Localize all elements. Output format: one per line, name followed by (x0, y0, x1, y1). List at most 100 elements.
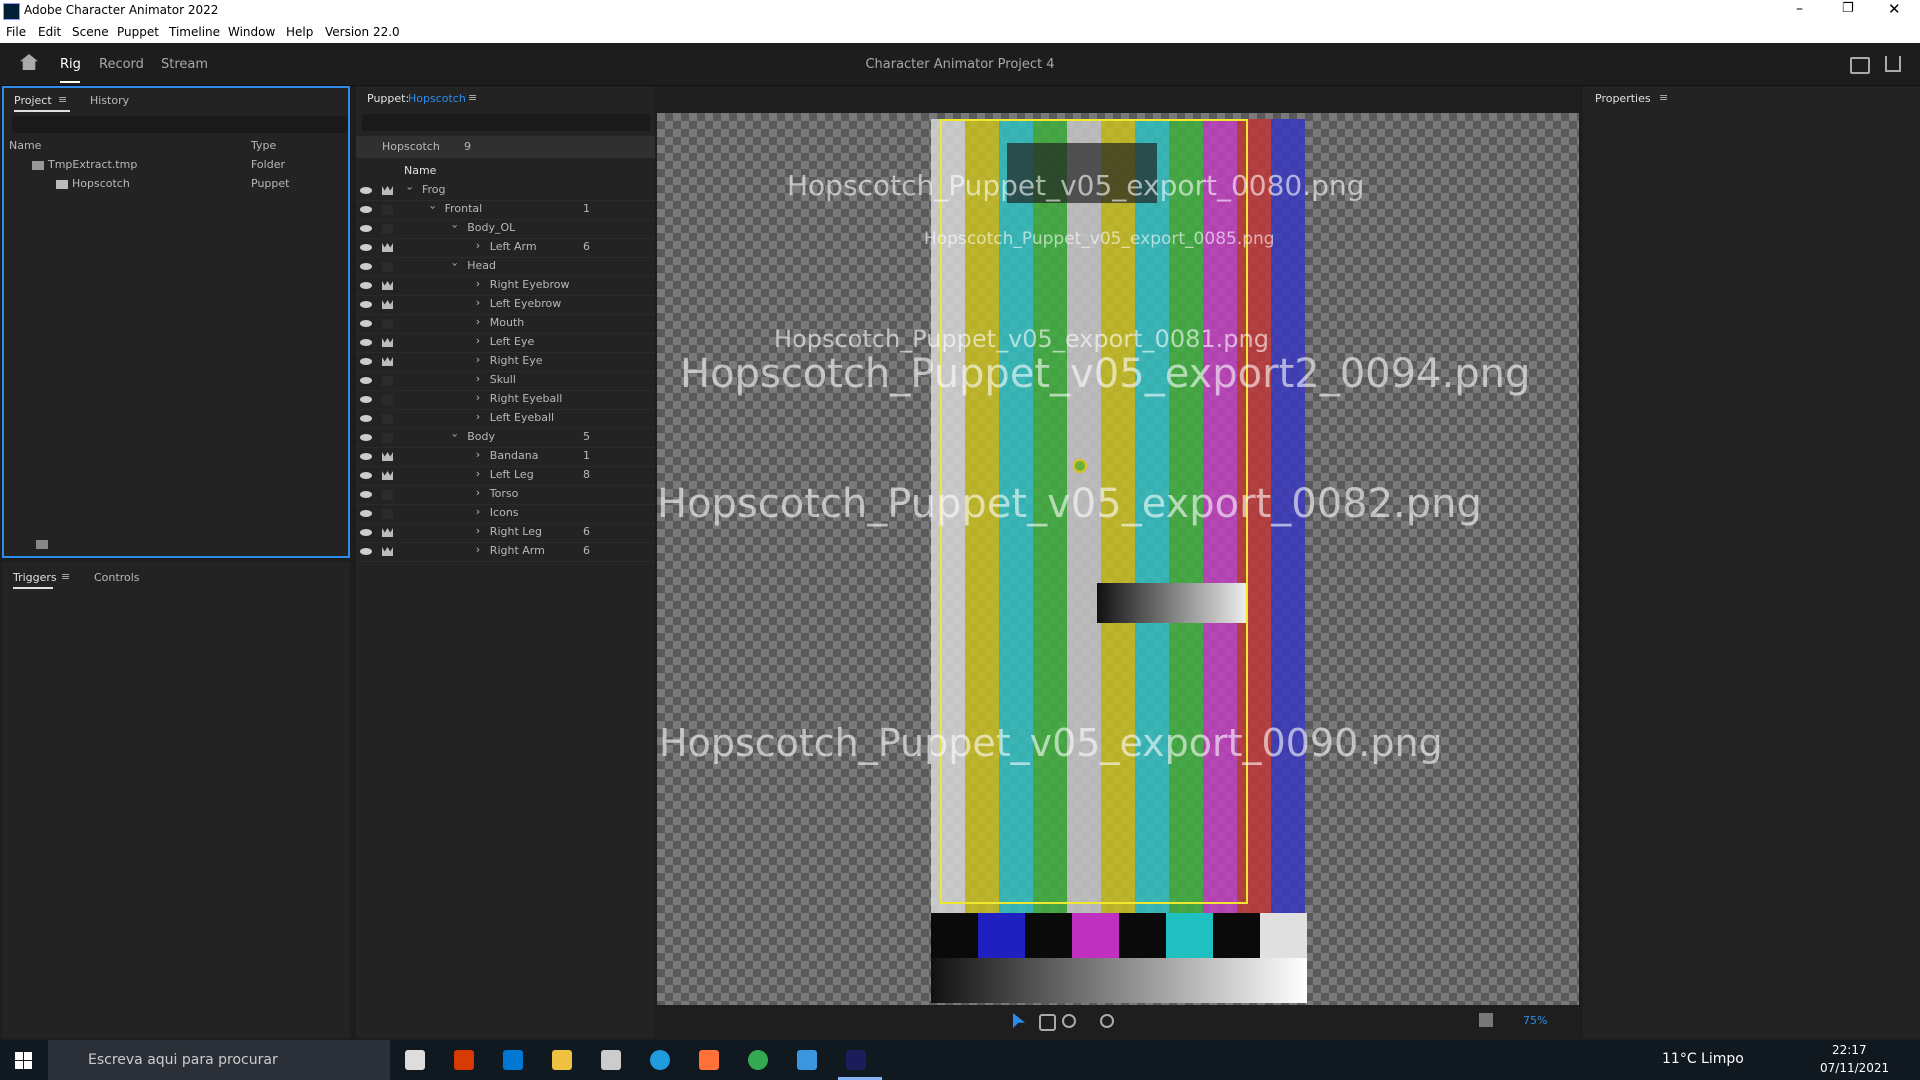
visibility-toggle[interactable] (360, 187, 372, 194)
expand-arrow[interactable]: › (475, 410, 481, 423)
layer-name[interactable]: Left Eye (489, 335, 535, 348)
weather[interactable]: 11°C Limpo (1662, 1051, 1744, 1067)
column-header[interactable]: Name (404, 164, 437, 177)
taskbar-app[interactable] (405, 1050, 425, 1070)
layer-name[interactable]: Right Eyeball (489, 392, 563, 405)
visibility-toggle[interactable] (360, 301, 372, 308)
expand-arrow[interactable]: › (475, 486, 481, 499)
menu-item[interactable]: Timeline (169, 25, 221, 39)
taskbar-app[interactable] (454, 1050, 474, 1070)
warp-toggle[interactable] (382, 433, 393, 443)
expand-arrow[interactable]: › (448, 262, 462, 267)
column-header[interactable]: Name (9, 139, 42, 152)
taskbar-app[interactable] (748, 1050, 768, 1070)
home-button[interactable] (20, 54, 38, 70)
warp-independently-icon[interactable] (382, 528, 393, 537)
taskbar-app[interactable] (650, 1050, 670, 1070)
share-button[interactable] (1885, 56, 1901, 72)
menu-item[interactable]: File (6, 25, 27, 39)
visibility-toggle[interactable] (360, 510, 372, 517)
item-name[interactable]: Hopscotch (72, 177, 130, 190)
menu-item[interactable]: Scene (72, 25, 109, 39)
warp-toggle[interactable] (382, 509, 393, 519)
taskbar-app[interactable] (699, 1050, 719, 1070)
panel-tab[interactable]: Project (14, 94, 52, 107)
minimize-button[interactable]: – (1796, 1, 1803, 17)
zoom-level[interactable]: 75% (1523, 1014, 1548, 1027)
expand-arrow[interactable]: › (475, 296, 481, 309)
warp-independently-icon[interactable] (382, 186, 393, 195)
panel-menu[interactable]: ≡ (468, 91, 478, 104)
layer-name[interactable]: Left Eyeball (489, 411, 555, 424)
search-bar[interactable]: Escreva aqui para procurar (48, 1040, 390, 1080)
item-name[interactable]: TmpExtract.tmp (48, 158, 138, 171)
visibility-toggle[interactable] (360, 491, 372, 498)
taskbar-app[interactable] (503, 1050, 523, 1070)
warp-toggle[interactable] (382, 224, 393, 234)
new-folder-button[interactable] (36, 540, 48, 549)
visibility-toggle[interactable] (360, 358, 372, 365)
visibility-toggle[interactable] (360, 206, 372, 213)
close-button[interactable]: ✕ (1888, 0, 1901, 18)
origin-handle[interactable] (1073, 459, 1087, 473)
taskbar-app[interactable] (846, 1050, 866, 1070)
layer-name[interactable]: Left Arm (489, 240, 537, 253)
clock-date[interactable]: 07/11/2021 (1820, 1061, 1890, 1075)
restore-button[interactable]: ❐ (1842, 1, 1854, 16)
workspace-tab[interactable]: Record (99, 57, 144, 72)
zoom-tool[interactable] (1062, 1014, 1076, 1028)
workspace-tab[interactable]: Rig (60, 57, 81, 72)
layer-name[interactable]: Left Eyebrow (489, 297, 562, 310)
select-tool[interactable] (1013, 1013, 1025, 1028)
puppet-name[interactable]: Hopscotch (408, 92, 466, 105)
feedback-button[interactable] (1850, 57, 1870, 74)
warp-independently-icon[interactable] (382, 357, 393, 366)
search-box[interactable] (12, 116, 348, 133)
layer-name[interactable]: Bandana (489, 449, 539, 462)
layer-name[interactable]: Icons (489, 506, 519, 519)
start-button[interactable] (15, 1052, 32, 1069)
expand-arrow[interactable]: › (475, 372, 481, 385)
warp-independently-icon[interactable] (382, 281, 393, 290)
visibility-toggle[interactable] (360, 434, 372, 441)
warp-toggle[interactable] (382, 414, 393, 424)
visibility-toggle[interactable] (360, 529, 372, 536)
expand-arrow[interactable]: › (475, 467, 481, 480)
visibility-toggle[interactable] (360, 453, 372, 460)
warp-independently-icon[interactable] (382, 243, 393, 252)
warp-toggle[interactable] (382, 376, 393, 386)
warp-toggle[interactable] (382, 395, 393, 405)
expand-arrow[interactable]: › (475, 391, 481, 404)
layer-name[interactable]: Right Eye (489, 354, 543, 367)
panel-menu[interactable]: ≡ (1659, 91, 1669, 104)
warp-toggle[interactable] (382, 490, 393, 500)
visibility-toggle[interactable] (360, 377, 372, 384)
breadcrumb[interactable]: Hopscotch (382, 140, 440, 153)
warp-independently-icon[interactable] (382, 471, 393, 480)
expand-arrow[interactable]: › (403, 186, 417, 191)
menu-item[interactable]: Version 22.0 (325, 25, 400, 39)
expand-arrow[interactable]: › (475, 524, 481, 537)
expand-arrow[interactable]: › (475, 505, 481, 518)
menu-item[interactable]: Window (228, 25, 276, 39)
visibility-toggle[interactable] (360, 320, 372, 327)
panel-tab[interactable]: History (90, 94, 130, 107)
layer-name[interactable]: Right Arm (489, 544, 545, 557)
warp-independently-icon[interactable] (382, 300, 393, 309)
layer-name[interactable]: Body (467, 430, 495, 443)
layer-name[interactable]: Body_OL (467, 221, 516, 234)
taskbar-app[interactable] (601, 1050, 621, 1070)
expand-arrow[interactable]: › (475, 277, 481, 290)
visibility-toggle[interactable] (360, 472, 372, 479)
warp-independently-icon[interactable] (382, 452, 393, 461)
column-header[interactable]: Type (251, 139, 277, 152)
layer-name[interactable]: Mouth (489, 316, 525, 329)
menu-item[interactable]: Edit (38, 25, 62, 39)
workspace-tab[interactable]: Stream (161, 57, 209, 72)
visibility-toggle[interactable] (360, 282, 372, 289)
expand-arrow[interactable]: › (475, 334, 481, 347)
panel-menu[interactable]: ≡ (58, 93, 68, 106)
clock-time[interactable]: 22:17 (1832, 1043, 1867, 1057)
expand-arrow[interactable]: › (475, 543, 481, 556)
expand-arrow[interactable]: › (475, 448, 481, 461)
